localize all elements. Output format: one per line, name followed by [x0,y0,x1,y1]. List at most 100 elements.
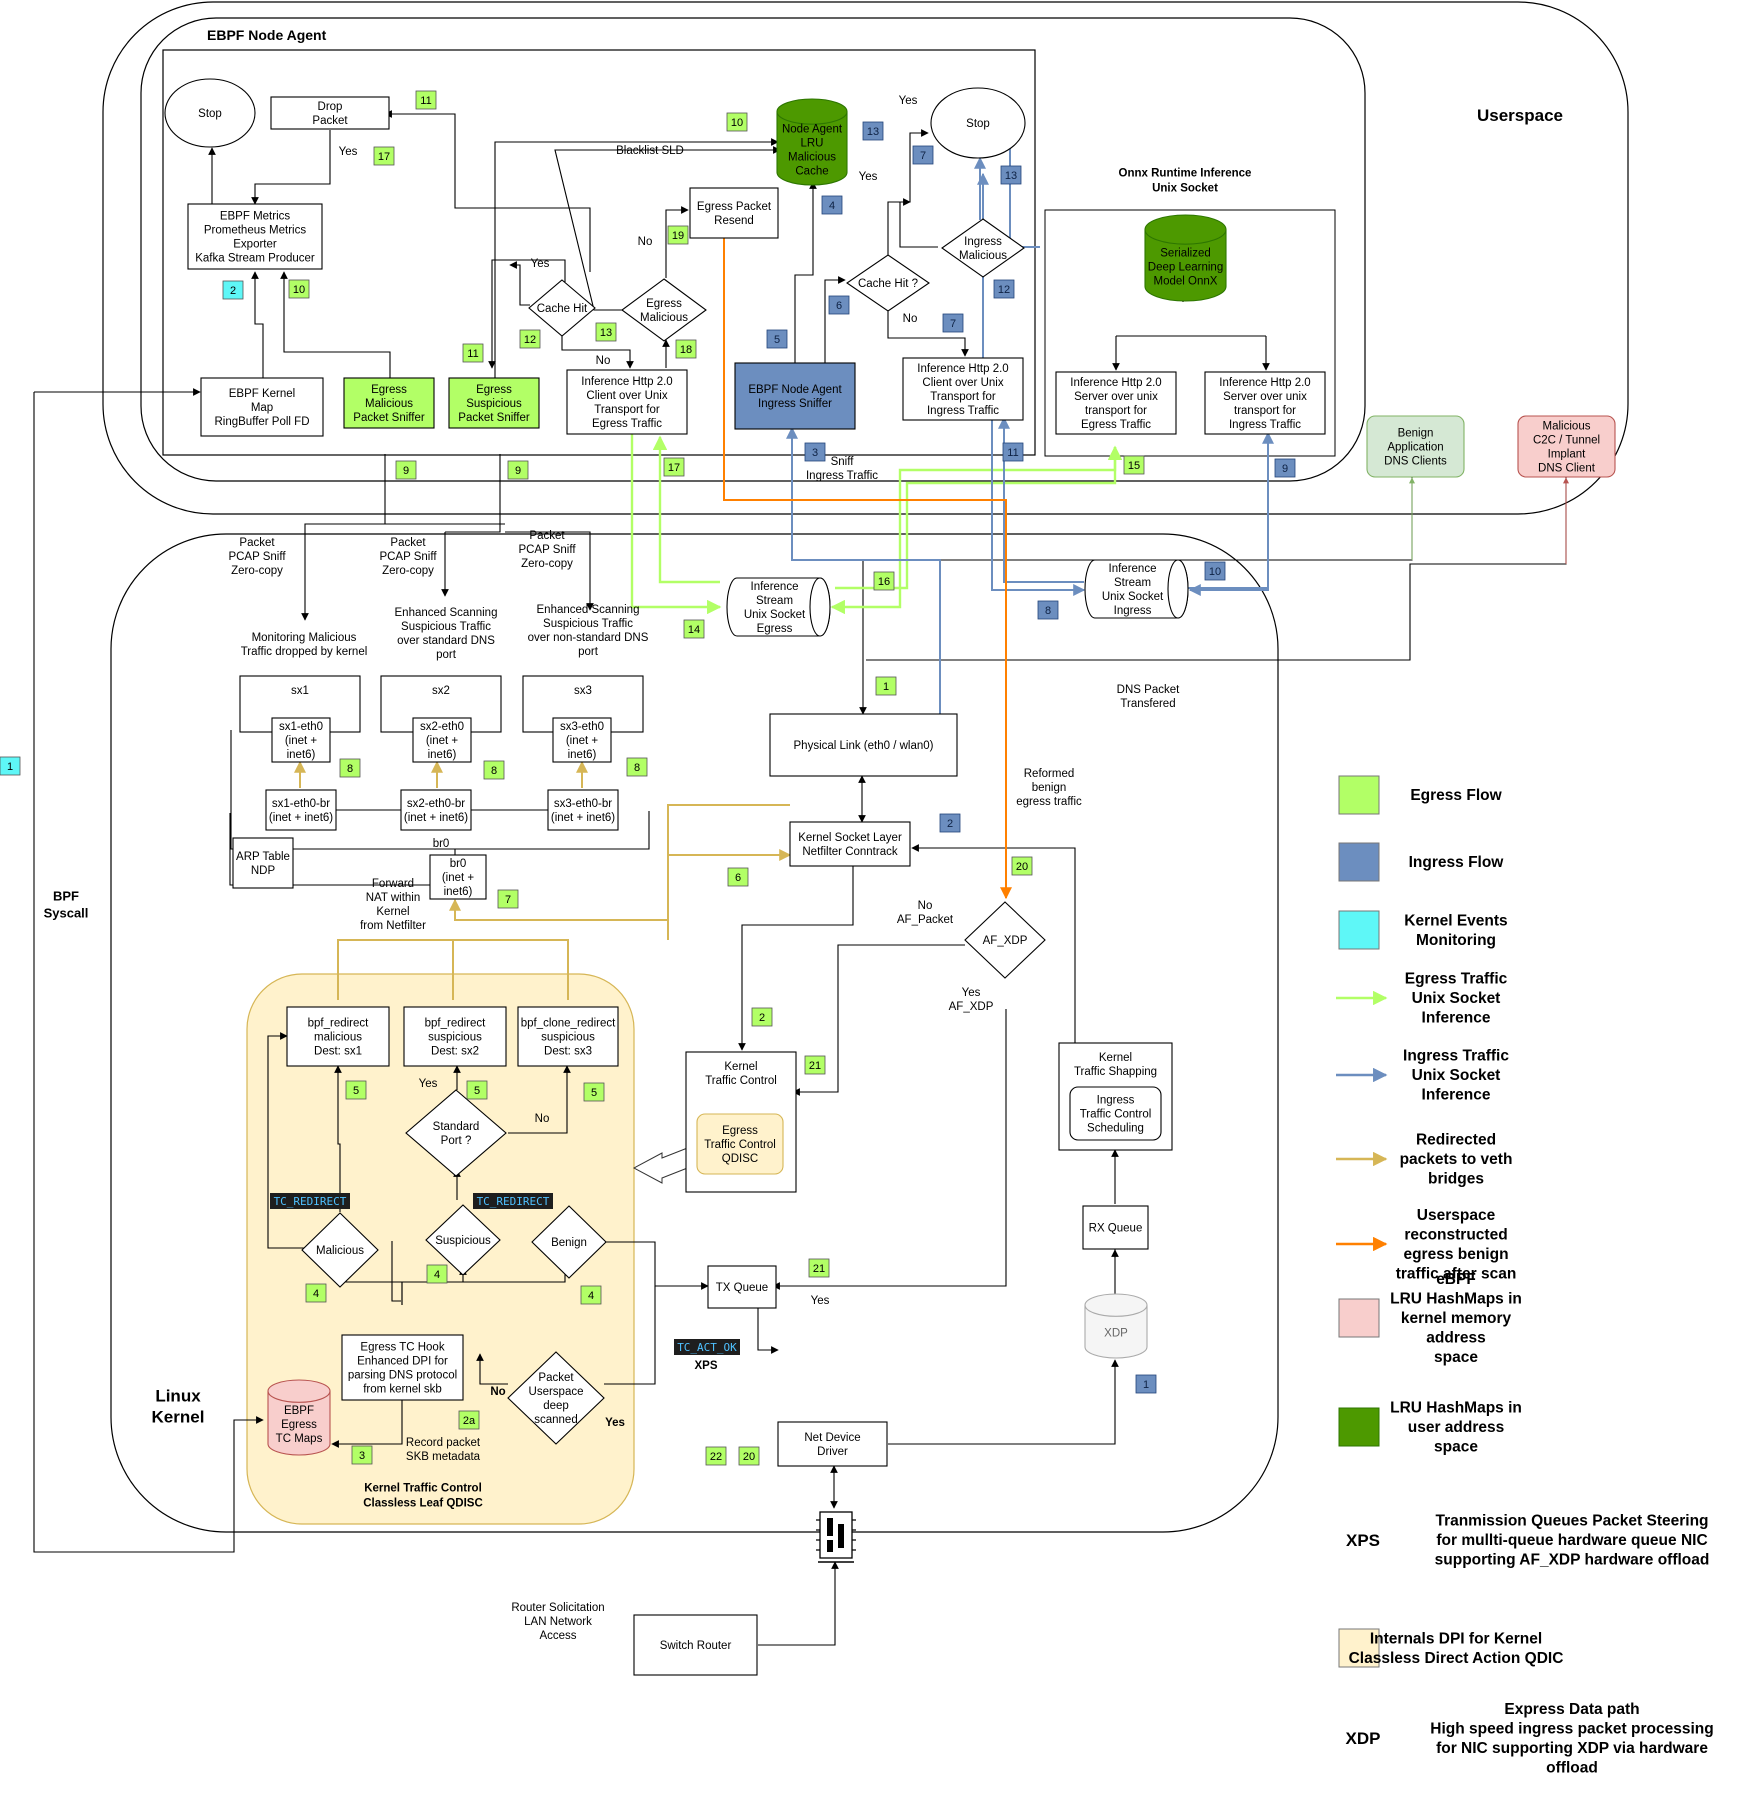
node-rx-queue: RX Queue [1082,1205,1149,1250]
edge-afxdp-tx [772,1009,1007,1290]
badge-number: 19 [672,230,684,242]
badge-step: 13 [595,322,617,342]
node-label: Malicious [316,1245,364,1257]
legend-label: Express Data path High speed ingress pack… [1430,1701,1713,1777]
edge-chip-switch [758,1561,839,1646]
badge-number: 4 [313,1288,319,1300]
node-sx3-br: sx3-eth0-br (inet + inet6) [547,789,619,831]
edge-susp-cachehit [509,261,530,306]
node-label: sx1-eth0 (inet + inet6) [279,721,323,761]
edge-cachehit-client [561,336,634,369]
code-tc-redirect2: TC_REDIRECT [473,1193,553,1209]
agent-inner-frame [162,49,1036,456]
linux-kernel-region [110,533,1279,1533]
label-pcap1: Packet PCAP Sniff Zero-copy [228,537,286,577]
badge-number: 17 [378,151,390,163]
node-br0: br0 (inet + inet6) [429,854,487,900]
label-no-hook: No [490,1386,505,1398]
badge-step: 8 [483,760,505,780]
node-label: bpf_clone_redirect suspicious Dest: sx3 [521,1018,616,1058]
badge-step: 11 [415,90,437,110]
node-label: Egress Traffic Control QDISC [704,1125,776,1165]
label-enh-std: Enhanced Scanning Suspicious Traffic over … [395,607,498,661]
badge-step: 5 [766,329,788,349]
edge-suspsniffer-pcap [445,454,501,533]
badge-number: 13 [867,126,879,138]
node-egress-qdisc: Egress Traffic Control QDISC [696,1113,784,1175]
node-xdp: XDP [1084,1293,1148,1359]
badge-step: 15 [1123,455,1145,475]
node-benign-clients: Benign Application DNS Clients [1366,415,1465,478]
badge-number: 6 [735,872,741,884]
node-label: Egress TC Hook Enhanced DPI for parsing DN… [348,1342,457,1396]
edge-stream-client-ingress [998,416,1084,583]
qdisc-title: Kernel Traffic Control Classless Leaf QDI… [363,1483,483,1510]
edge-egressmal-drop [384,110,591,272]
node-label: Benign [551,1237,587,1249]
badge-step: 7 [497,889,519,909]
edge-driver-xdp [888,1359,1119,1445]
edge-redirect-socket2 [667,849,792,920]
legend-label: Kernel Events Monitoring [1404,912,1507,949]
legend-item: Egress Flow [1338,775,1503,815]
badge-step: 3 [804,442,826,462]
edge-std-clone [508,1065,571,1134]
legend-item: Internals DPI for Kernel Classless Direct… [1338,1628,1563,1668]
label-sniff-ingress: Sniff Ingress Traffic [806,456,878,482]
node-label: Kernel Traffic Shapping [1074,1052,1157,1078]
badge-number: 11 [1007,447,1018,459]
node-label: Node Agent LRU Malicious Cache [782,124,843,178]
node-malicious-d: Malicious [301,1212,379,1288]
node-label: Inference Stream Unix Socket Egress [744,581,806,635]
badge-number: 10 [293,284,305,296]
node-label: Suspicious [435,1235,491,1247]
legend-label: Ingress Flow [1409,854,1505,871]
onnx-runtime-frame [1044,209,1336,457]
badge-step: 4 [426,1264,448,1284]
badge-number: 15 [1128,460,1140,472]
legend-item: Ingress Flow [1338,842,1505,882]
label-no-cache-r: No [903,313,918,325]
node-label: Ingress Malicious [959,236,1007,262]
badge-number: 10 [1209,566,1221,578]
badge-step: 20 [738,1446,760,1466]
badge-number: 3 [359,1450,365,1462]
badge-number: 20 [743,1451,755,1463]
node-label: sx3 [574,685,592,697]
code-tc-act-ok: TC_ACT_OK [674,1339,740,1355]
network-chip-icon [816,1511,856,1563]
node-label: ARP Table NDP [236,851,290,877]
node-label: RX Queue [1089,1223,1143,1235]
bpf-syscall-label: BPF Syscall [44,889,89,921]
node-label: Stop [966,118,990,130]
badge-number: 4 [434,1269,440,1281]
edge-pcap3 [505,531,594,611]
label-dns-transfered: DNS Packet Transfered [1117,684,1180,710]
edge-benign-tx [602,1241,709,1290]
node-label: Inference Http 2.0 Client over Unix Transp… [917,363,1008,417]
linux-kernel-title: Linux Kernel [152,1387,205,1427]
badge-number: 18 [680,344,692,356]
badge-number: 8 [491,765,497,777]
edge-shaping-socket [911,844,1076,1045]
badge-step: 8 [626,757,648,777]
badge-number: 21 [813,1263,825,1275]
badge-number: 17 [668,462,680,474]
node-label: Packet Userspace deep scanned [529,1372,584,1426]
badge-step: 4 [821,195,843,215]
userspace-title: Userspace [1477,106,1563,125]
node-label: EBPF Metrics Prometheus Metrics Exporter Ka… [195,211,315,265]
node-stop2: Stop [930,87,1026,159]
node-label: Inference Http 2.0 Server over unix transp… [1219,377,1310,431]
edge-redirect-br0 [449,898,668,921]
badge-number: 5 [591,1087,597,1099]
node-label: Egress Malicious Packet Sniffer [353,384,425,424]
badge-step: 9 [507,460,529,480]
edge-drop-metrics [251,130,331,205]
badge-step: 12 [519,329,541,349]
edge-stream-egress-client [652,435,720,584]
label-br0-label: br0 [433,838,450,850]
label-yes-stop2: Yes [899,95,918,107]
node-label: sx3-eth0-br (inet + inet6) [551,798,615,824]
badge-number: 10 [731,117,743,129]
